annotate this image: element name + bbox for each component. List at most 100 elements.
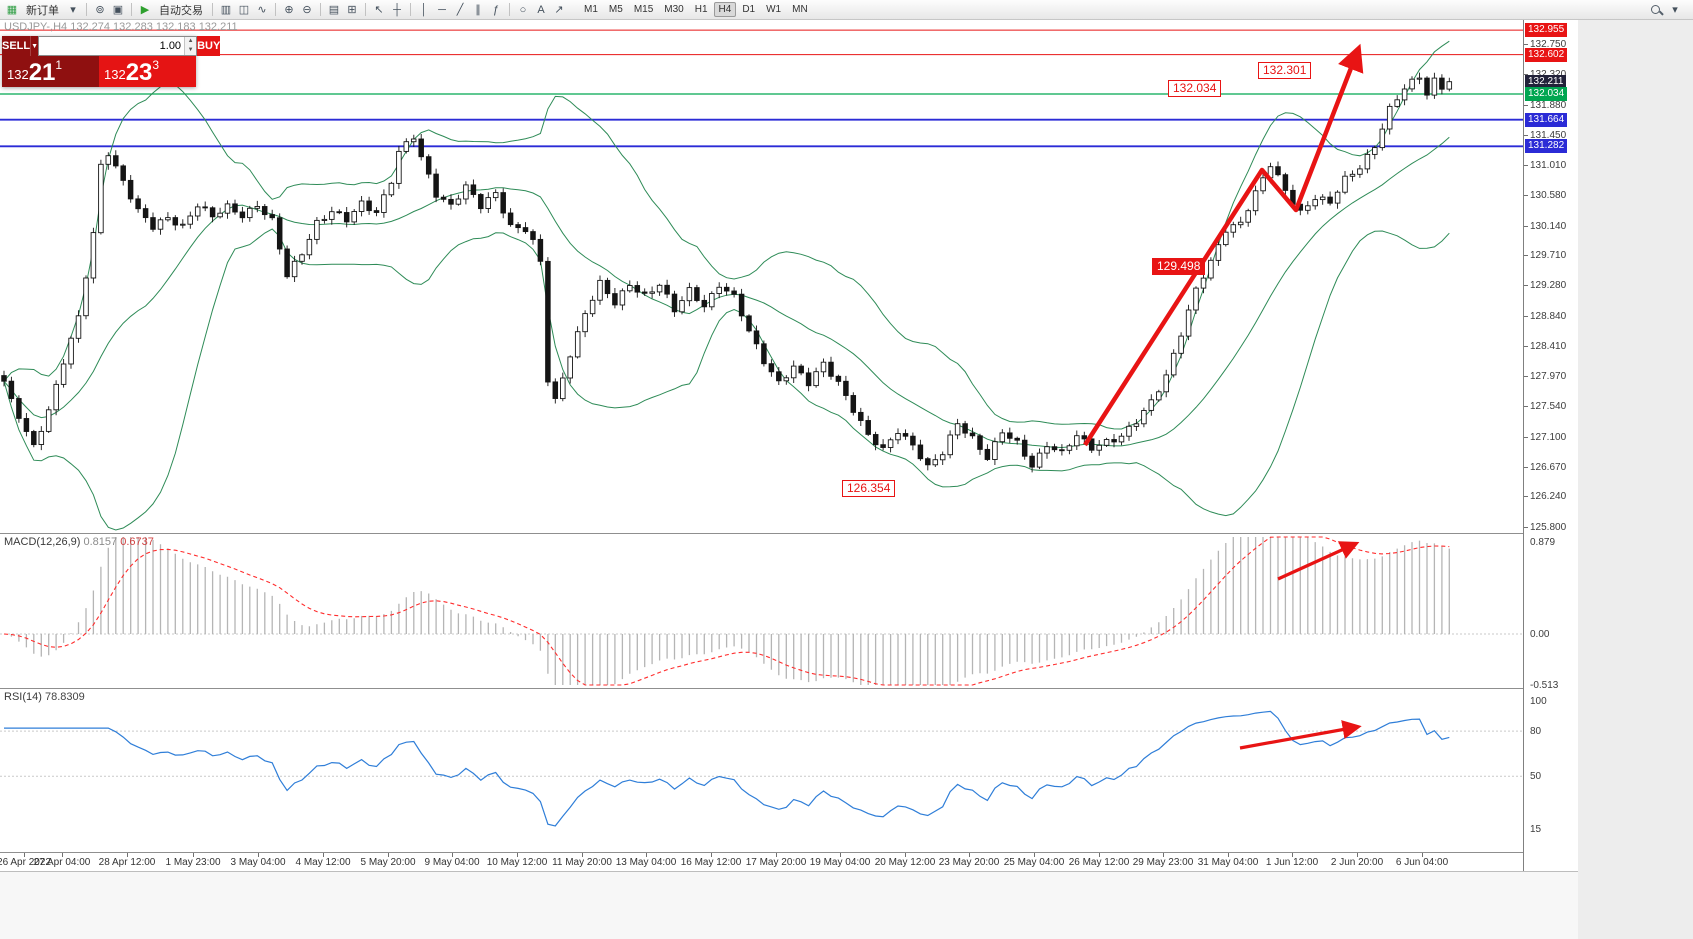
time-axis-tick [323, 853, 324, 857]
axis-tick [1524, 135, 1528, 136]
sell-price-display[interactable]: 132 21 1 [2, 56, 99, 87]
toolbar: ▦ 新订单 ▾ ⊚ ▣ ▶ 自动交易 ▥ ◫ ∿ ⊕ ⊖ ▤ ⊞ ↖ ┼ │ ─ ╱ ∥ ƒ ○ A ↗ M1 M5 M15 M30 H… [0, 0, 1693, 20]
time-axis-tick [193, 853, 194, 857]
timeframe-m15[interactable]: M15 [633, 4, 654, 15]
time-axis-label: 20 May 12:00 [874, 857, 936, 868]
crosshair-icon[interactable]: ┼ [393, 3, 401, 16]
chart-bars-icon[interactable]: ▥ [220, 3, 232, 16]
new-order-chart-icon[interactable]: ▦ [6, 3, 18, 16]
compass-icon[interactable]: ⊚ [95, 3, 105, 16]
timeframe-mn[interactable]: MN [792, 4, 808, 15]
volume-up-button[interactable]: ▲ [185, 37, 197, 46]
timeframe-m5[interactable]: M5 [608, 4, 623, 15]
time-axis-tick [1357, 853, 1358, 857]
price-line-badge: 132.211 [1525, 75, 1567, 89]
macd-canvas[interactable] [0, 534, 1523, 689]
main-chart-canvas[interactable] [0, 20, 1523, 534]
buy-price-sup: 3 [152, 58, 160, 72]
arrow-object-icon[interactable]: ↗ [554, 3, 564, 16]
toolbar-separator [320, 3, 321, 16]
timeframe-h4[interactable]: H4 [713, 2, 737, 17]
auto-arrange-icon[interactable]: ⊞ [347, 3, 357, 16]
search-icon[interactable] [1649, 3, 1663, 17]
time-axis-label: 1 Jun 12:00 [1265, 857, 1319, 868]
cursor-icon[interactable]: ↖ [374, 3, 384, 16]
axis-tick [1524, 165, 1528, 166]
pane-separator[interactable] [0, 852, 1523, 853]
fibonacci-icon[interactable]: ƒ [492, 3, 500, 16]
new-order-dropdown-icon[interactable]: ▾ [70, 3, 76, 16]
toolbar-right-group: ▾ [1649, 2, 1683, 18]
buy-button[interactable]: BUY [197, 36, 221, 56]
candles-bull [38, 77, 1453, 468]
toolbar-separator [275, 3, 276, 16]
symbol-period-label: USDJPY-,H4 [4, 21, 68, 33]
price-annotation[interactable]: 126.354 [842, 480, 896, 497]
horizontal-level-lines[interactable] [0, 29, 1523, 148]
time-axis[interactable]: 26 Apr 2022 27 Apr 04:00 28 Apr 12:00 1 May… [0, 853, 1523, 871]
sell-price-main: 132 [7, 67, 29, 82]
timeframe-h1[interactable]: H1 [694, 4, 708, 15]
trend-line-icon[interactable]: ╱ [456, 3, 464, 16]
zoom-out-icon[interactable]: ⊖ [302, 3, 312, 16]
zoom-in-icon[interactable]: ⊕ [284, 3, 294, 16]
channel-icon[interactable]: ∥ [475, 3, 481, 16]
time-axis-tick [905, 853, 906, 857]
rsi-name: RSI(14) [4, 691, 42, 703]
timeframe-m1[interactable]: M1 [584, 4, 598, 15]
price-axis[interactable]: 125.800 126.240 126.670 127.100 127.540 127.9… [1523, 20, 1578, 871]
time-axis-tick [776, 853, 777, 857]
toolbar-separator [131, 3, 132, 16]
sell-price-big: 21 [28, 59, 56, 86]
text-label-icon[interactable]: A [537, 3, 545, 16]
auto-trading-button[interactable]: 自动交易 [159, 4, 203, 17]
price-annotation[interactable]: 132.301 [1258, 62, 1312, 79]
timeframe-w1[interactable]: W1 [766, 4, 782, 15]
macd-axis-label: -0.513 [1530, 680, 1559, 691]
rsi-trend-arrow[interactable] [1239, 720, 1362, 750]
timeframe-d1[interactable]: D1 [742, 4, 756, 15]
trend-arrow[interactable] [1083, 43, 1364, 447]
time-axis-label: 5 May 20:00 [360, 857, 416, 868]
candle-wicks [3, 72, 1450, 473]
timeframe-bar: M1 M5 M15 M30 H1 H4 D1 W1 MN [579, 2, 813, 17]
time-axis-label: 27 Apr 04:00 [33, 857, 91, 868]
pane-separator[interactable] [0, 688, 1523, 689]
price-annotation[interactable]: 132.034 [1168, 80, 1222, 97]
rsi-pane: RSI(14) 78.8309 [0, 689, 1523, 853]
sell-button[interactable]: SELL [2, 36, 31, 56]
price-axis-label: 130.140 [1530, 221, 1567, 232]
autotrading-play-icon[interactable]: ▶ [140, 3, 150, 16]
chevron-down-icon[interactable]: ▾ [1672, 3, 1678, 16]
chart-line-icon[interactable]: ∿ [257, 3, 267, 16]
time-axis-label: 6 Jun 04:00 [1395, 857, 1449, 868]
axis-tick [1524, 496, 1528, 497]
rsi-canvas[interactable] [0, 689, 1523, 853]
shapes-icon[interactable]: ○ [519, 3, 527, 16]
time-axis-label: 10 May 12:00 [486, 857, 548, 868]
tile-windows-icon[interactable]: ▤ [328, 3, 340, 16]
chart-candles-icon[interactable]: ◫ [238, 3, 250, 16]
vertical-line-icon[interactable]: │ [420, 3, 428, 16]
axis-tick [1524, 195, 1528, 196]
axis-tick [1524, 527, 1528, 528]
pane-separator[interactable] [0, 533, 1523, 534]
volume-input[interactable] [39, 37, 185, 55]
time-axis-tick [258, 853, 259, 857]
macd-value-signal: 0.6737 [120, 536, 154, 548]
horizontal-line-icon[interactable]: ─ [438, 3, 446, 16]
time-axis-tick [388, 853, 389, 857]
macd-trend-arrow[interactable] [1277, 541, 1360, 581]
sell-dropdown-icon[interactable]: ▼ [30, 36, 39, 56]
macd-axis-label: 0.879 [1530, 537, 1556, 548]
volume-down-button[interactable]: ▼ [185, 46, 197, 55]
timeframe-m30[interactable]: M30 [664, 4, 684, 15]
price-axis-label: 127.100 [1530, 432, 1567, 443]
time-axis-label: 23 May 20:00 [938, 857, 1000, 868]
time-axis-tick [517, 853, 518, 857]
price-annotation[interactable]: 129.498 [1152, 258, 1206, 275]
layout-windows-icon[interactable]: ▣ [112, 3, 124, 16]
new-order-button[interactable]: 新订单 [26, 4, 59, 17]
price-line-badge: 132.034 [1525, 87, 1568, 101]
buy-price-display[interactable]: 132 23 3 [99, 56, 196, 87]
